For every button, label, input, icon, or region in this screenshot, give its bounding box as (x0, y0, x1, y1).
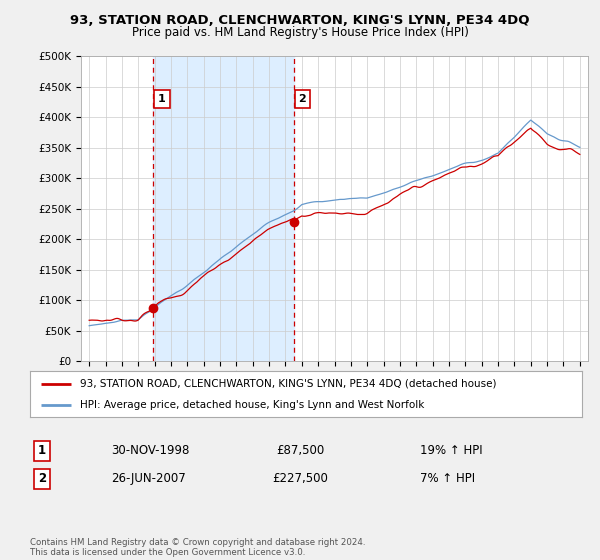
Text: 93, STATION ROAD, CLENCHWARTON, KING'S LYNN, PE34 4DQ: 93, STATION ROAD, CLENCHWARTON, KING'S L… (70, 14, 530, 27)
Text: 93, STATION ROAD, CLENCHWARTON, KING'S LYNN, PE34 4DQ (detached house): 93, STATION ROAD, CLENCHWARTON, KING'S L… (80, 379, 496, 389)
Bar (153, 56, 293, 361)
Text: 19% ↑ HPI: 19% ↑ HPI (420, 444, 482, 458)
Text: £227,500: £227,500 (272, 472, 328, 486)
Text: 2: 2 (299, 94, 306, 104)
Text: HPI: Average price, detached house, King's Lynn and West Norfolk: HPI: Average price, detached house, King… (80, 400, 424, 410)
Text: Price paid vs. HM Land Registry's House Price Index (HPI): Price paid vs. HM Land Registry's House … (131, 26, 469, 39)
Text: 1: 1 (158, 94, 166, 104)
Text: 7% ↑ HPI: 7% ↑ HPI (420, 472, 475, 486)
Text: 30-NOV-1998: 30-NOV-1998 (111, 444, 190, 458)
Text: 26-JUN-2007: 26-JUN-2007 (111, 472, 186, 486)
Text: 1: 1 (38, 444, 46, 458)
Text: 2: 2 (38, 472, 46, 486)
Text: £87,500: £87,500 (276, 444, 324, 458)
Text: Contains HM Land Registry data © Crown copyright and database right 2024.
This d: Contains HM Land Registry data © Crown c… (30, 538, 365, 557)
